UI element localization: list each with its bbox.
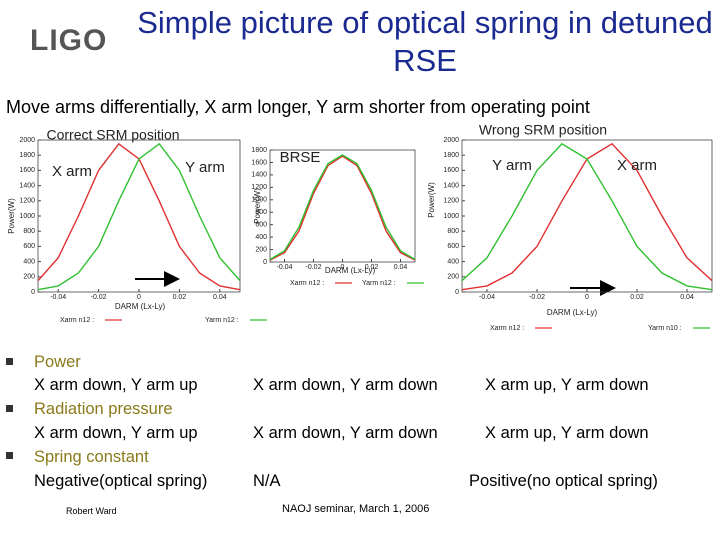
- y-tick-label: 1600: [251, 159, 267, 166]
- annotation: Y arm: [185, 159, 225, 176]
- x-tick-label: 0.02: [630, 294, 644, 301]
- cell: Positive(no optical spring): [469, 472, 658, 490]
- cell: N/A: [253, 472, 281, 490]
- annotation: Y arm: [492, 157, 532, 174]
- x-axis-label: DARM (Lx-Ly): [325, 266, 376, 275]
- x-tick-label: 0.04: [394, 264, 408, 271]
- cell: X arm down, Y arm up: [34, 424, 198, 442]
- plot-title: BRSE: [280, 149, 321, 166]
- bullet: [6, 358, 13, 365]
- y-tick-label: 1000: [443, 213, 459, 220]
- series-line: [269, 155, 416, 261]
- y-tick-label: 800: [23, 228, 35, 235]
- row-label: Radiation pressure: [34, 400, 173, 418]
- y-tick-label: 1600: [443, 167, 459, 174]
- y-tick-label: 1200: [19, 198, 35, 205]
- legend-label: Xarm n12 :: [490, 325, 524, 332]
- x-tick-label: 0: [137, 294, 141, 301]
- cell: X arm up, Y arm down: [485, 424, 649, 442]
- y-tick-label: 800: [255, 209, 267, 216]
- bullet: [6, 405, 13, 412]
- x-tick-label: -0.02: [91, 294, 107, 301]
- legend-label: Yarm n12 :: [362, 280, 396, 287]
- y-tick-label: 0: [31, 289, 35, 296]
- cell: X arm up, Y arm down: [485, 376, 649, 394]
- x-axis-label: DARM (Lx-Ly): [115, 302, 166, 311]
- annotation: X arm: [617, 157, 657, 174]
- x-tick-label: -0.02: [529, 294, 545, 301]
- plot-frame: [269, 149, 416, 263]
- series-line: [269, 154, 416, 261]
- y-tick-label: 600: [447, 243, 459, 250]
- x-tick-label: -0.04: [479, 294, 495, 301]
- y-axis-label: Power(W): [427, 182, 436, 218]
- author: Robert Ward: [66, 506, 117, 516]
- cell: X arm down, Y arm up: [34, 376, 198, 394]
- legend-label: Xarm n12 :: [60, 317, 94, 324]
- plot-title: Correct SRM position: [46, 127, 179, 143]
- slide-title: Simple picture of optical spring in detu…: [137, 5, 713, 78]
- y-tick-label: 400: [447, 258, 459, 265]
- y-axis-label: Power(W): [253, 188, 262, 224]
- y-tick-label: 1800: [251, 147, 267, 154]
- x-tick-label: 0.04: [680, 294, 694, 301]
- y-tick-label: 1200: [443, 198, 459, 205]
- plot-title: Wrong SRM position: [479, 122, 607, 138]
- legend-label: Yarm n10 :: [648, 325, 682, 332]
- event: NAOJ seminar, March 1, 2006: [282, 503, 430, 515]
- y-tick-label: 200: [23, 274, 35, 281]
- y-tick-label: 400: [255, 234, 267, 241]
- y-tick-label: 1800: [443, 152, 459, 159]
- x-tick-label: -0.02: [306, 264, 322, 271]
- legend-label: Yarm n12 :: [205, 317, 239, 324]
- y-tick-label: 200: [255, 246, 267, 253]
- x-axis-label: DARM (Lx-Ly): [547, 308, 598, 317]
- y-tick-label: 800: [447, 228, 459, 235]
- cell: X arm down, Y arm down: [253, 376, 438, 394]
- y-tick-label: 1400: [443, 182, 459, 189]
- x-tick-label: 0.04: [213, 294, 227, 301]
- y-tick-label: 1600: [19, 167, 35, 174]
- y-tick-label: 400: [23, 258, 35, 265]
- y-tick-label: 1400: [19, 182, 35, 189]
- bullet: [6, 452, 13, 459]
- y-tick-label: 1200: [251, 184, 267, 191]
- y-axis-label: Power(W): [7, 198, 16, 234]
- x-tick-label: 0: [341, 264, 345, 271]
- y-tick-label: 2000: [443, 137, 459, 144]
- x-tick-label: 0: [585, 294, 589, 301]
- y-tick-label: 2000: [19, 137, 35, 144]
- x-tick-label: 0.02: [365, 264, 379, 271]
- subtitle: Move arms differentially, X arm longer, …: [6, 97, 590, 117]
- y-tick-label: 0: [263, 259, 267, 266]
- y-tick-label: 1000: [19, 213, 35, 220]
- x-tick-label: -0.04: [50, 294, 66, 301]
- y-tick-label: 1800: [19, 152, 35, 159]
- y-tick-label: 0: [455, 289, 459, 296]
- y-tick-label: 600: [255, 222, 267, 229]
- cell: X arm down, Y arm down: [253, 424, 438, 442]
- row-label: Power: [34, 353, 81, 371]
- y-tick-label: 1000: [251, 197, 267, 204]
- row-label: Spring constant: [34, 448, 149, 466]
- legend-label: Xarm n12 :: [290, 280, 324, 287]
- series-line: [461, 142, 713, 291]
- y-tick-label: 600: [23, 243, 35, 250]
- cell: Negative(optical spring): [34, 472, 208, 490]
- annotation: X arm: [52, 163, 92, 180]
- y-tick-label: 1400: [251, 172, 267, 179]
- y-tick-label: 200: [447, 274, 459, 281]
- series-line: [37, 142, 241, 291]
- x-tick-label: 0.02: [173, 294, 187, 301]
- x-tick-label: -0.04: [277, 264, 293, 271]
- logo: LIGO: [30, 24, 108, 57]
